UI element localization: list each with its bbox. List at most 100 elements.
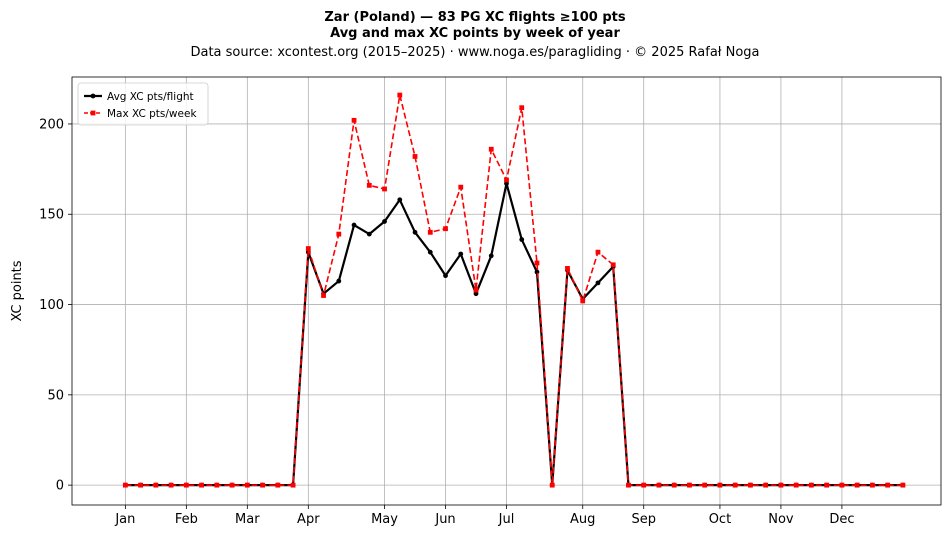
data-point: [351, 117, 357, 123]
x-tick-label: Jul: [498, 512, 515, 527]
data-point: [763, 482, 769, 488]
data-point: [412, 229, 418, 235]
x-tick-label: Oct: [709, 512, 731, 527]
data-point: [366, 231, 372, 237]
data-point: [443, 273, 448, 279]
data-point: [427, 249, 433, 255]
x-tick-label: Mar: [235, 512, 260, 527]
legend-label: Max XC pts/week: [107, 108, 197, 120]
x-tick-label: Apr: [297, 512, 320, 527]
data-point: [321, 293, 326, 298]
y-tick-label: 0: [56, 479, 64, 494]
x-tick-label: Nov: [768, 512, 794, 527]
data-point: [595, 280, 601, 286]
data-point: [275, 482, 281, 488]
data-point: [214, 482, 220, 488]
data-point: [488, 253, 494, 259]
data-point: [138, 482, 144, 488]
data-point: [153, 482, 159, 488]
data-point: [305, 246, 311, 251]
legend-marker: [90, 93, 96, 99]
series-line: [125, 94, 903, 486]
chart-source-line: Data source: xcontest.org (2015–2025) · …: [190, 45, 759, 60]
legend: Avg XC pts/flight Max XC pts/week: [77, 82, 209, 126]
data-point: [336, 231, 342, 237]
data-point: [458, 251, 464, 257]
data-point: [717, 482, 723, 488]
data-point: [504, 177, 509, 183]
data-point: [366, 182, 372, 188]
y-tick-label: 50: [47, 388, 64, 403]
data-point: [122, 482, 128, 488]
data-point: [168, 482, 174, 488]
data-point: [290, 482, 296, 488]
data-point: [183, 482, 189, 488]
series-max: [122, 92, 906, 488]
data-point: [778, 482, 784, 488]
data-point: [488, 146, 494, 152]
data-point: [260, 482, 265, 488]
legend-marker: [90, 110, 96, 116]
chart-title: Zar (Poland) — 83 PG XC flights ≥100 pts: [324, 10, 625, 25]
data-point: [641, 482, 647, 488]
data-point: [504, 181, 509, 186]
data-point: [900, 482, 906, 488]
data-point: [519, 237, 525, 242]
legend-entry: Avg XC pts/flight: [84, 91, 194, 103]
legend-box: [77, 82, 209, 126]
data-point: [748, 482, 753, 488]
y-tick-label: 150: [39, 208, 64, 223]
x-tick-label: May: [371, 512, 398, 527]
data-point: [534, 260, 540, 266]
data-point: [595, 249, 601, 255]
x-tick-label: Jan: [114, 512, 135, 527]
data-point: [793, 482, 799, 488]
data-point: [610, 262, 616, 268]
y-tick-label: 200: [39, 117, 64, 132]
x-tick-label: Dec: [829, 512, 854, 527]
data-point: [199, 482, 204, 488]
data-point: [229, 482, 235, 488]
data-point: [656, 482, 662, 488]
data-point: [702, 482, 708, 488]
data-point: [854, 482, 860, 488]
data-point: [519, 105, 525, 111]
y-tick-label: 100: [39, 298, 64, 313]
data-point: [839, 482, 845, 488]
x-tick-label: Jun: [434, 512, 455, 527]
data-point: [473, 291, 479, 297]
chart-subtitle: Avg and max XC points by week of year: [330, 26, 620, 41]
data-point: [824, 482, 830, 488]
data-point: [397, 197, 403, 203]
series-avg: [122, 181, 906, 488]
data-point: [732, 482, 738, 488]
data-point: [244, 482, 250, 488]
data-point: [458, 184, 464, 190]
data-point: [549, 482, 555, 488]
series-line: [125, 182, 903, 487]
x-tick-label: Aug: [570, 512, 595, 527]
data-point: [626, 482, 631, 488]
legend-items: Avg XC pts/flight Max XC pts/week: [84, 91, 197, 120]
y-axis-label: XC points: [10, 260, 25, 321]
x-axis-ticks: Jan Feb Mar Apr May Jun Jul Aug Sep Oct Nov Dec: [114, 505, 854, 527]
data-point: [397, 92, 403, 98]
series-layer: [122, 92, 906, 488]
y-axis-ticks: 0 50 100 150 200: [39, 117, 72, 494]
data-point: [382, 186, 387, 192]
data-point: [687, 482, 692, 488]
data-point: [565, 266, 570, 271]
data-point: [580, 298, 586, 304]
legend-entry: Max XC pts/week: [84, 108, 197, 120]
data-point: [473, 287, 479, 293]
data-point: [809, 482, 814, 488]
data-point: [351, 222, 357, 228]
grid-layer: [72, 77, 941, 505]
data-point: [427, 229, 433, 235]
x-tick-label: Feb: [175, 512, 198, 527]
x-tick-label: Sep: [631, 512, 656, 527]
data-point: [885, 482, 891, 488]
data-point: [382, 219, 387, 224]
